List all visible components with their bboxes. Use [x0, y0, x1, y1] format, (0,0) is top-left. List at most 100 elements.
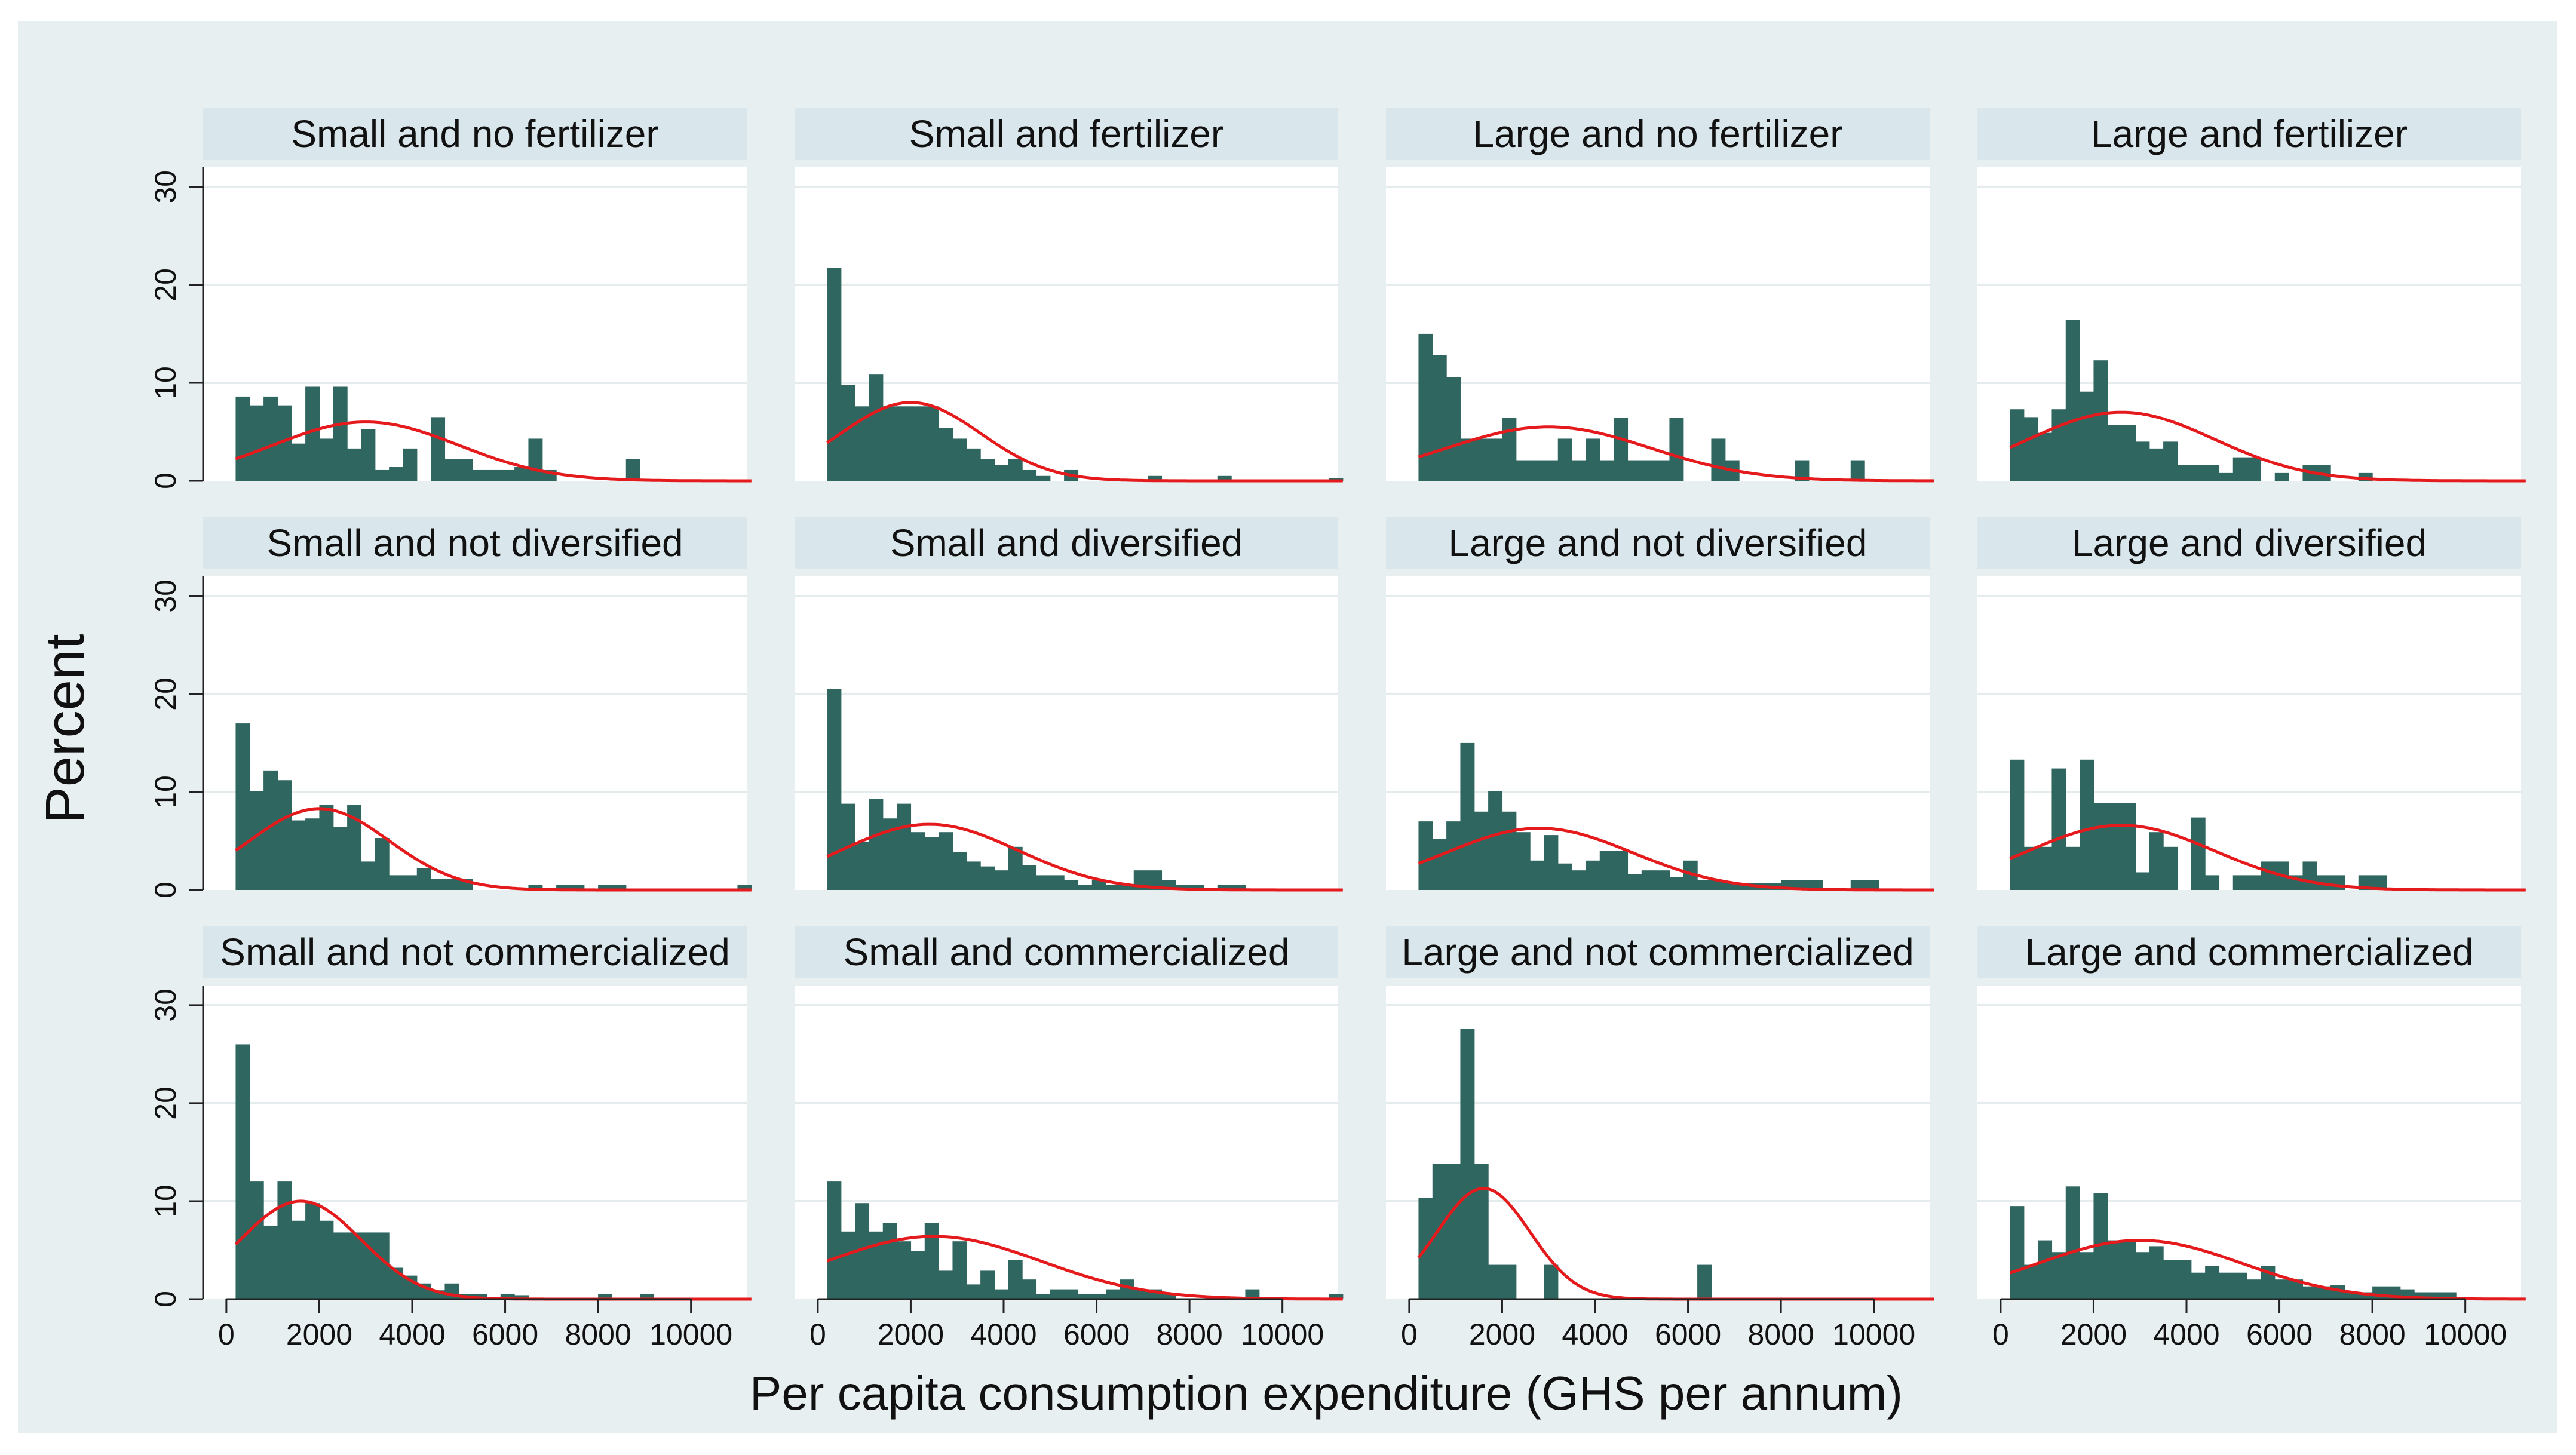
histogram-bar [333, 827, 348, 890]
histogram-bar [319, 438, 334, 481]
histogram-bar [1850, 880, 1865, 890]
histogram-bar [444, 879, 459, 890]
histogram-bar [1641, 870, 1656, 890]
histogram-bar [1586, 860, 1600, 890]
histogram-bar [1078, 1294, 1093, 1299]
x-tick-label: 4000 [1562, 1318, 1628, 1351]
y-tick-label: 0 [149, 472, 182, 489]
x-tick-label: 0 [1401, 1318, 1418, 1351]
histogram-bar [1795, 460, 1810, 481]
histogram-bar [1217, 475, 1232, 481]
histogram-bar [1572, 460, 1587, 481]
histogram-bar [1036, 475, 1051, 481]
panel-title: Large and diversified [2072, 521, 2427, 564]
panel-title-strip [795, 517, 1338, 569]
histogram-bar [1161, 1294, 1176, 1299]
panel-title: Large and fertilizer [2091, 112, 2408, 155]
x-tick-label: 4000 [970, 1318, 1036, 1351]
histogram-bar [556, 885, 571, 890]
histogram-bar [1557, 863, 1572, 890]
histogram-bar [939, 832, 953, 890]
histogram-bar [2121, 802, 2136, 890]
histogram-bar [1231, 885, 1246, 890]
y-tick-label: 30 [149, 579, 182, 613]
histogram-bar [1474, 1164, 1489, 1299]
panel: Small and no fertilizer 0 10 20 30 [149, 108, 752, 489]
histogram-bar [1418, 333, 1433, 481]
histogram-bar [1711, 438, 1726, 481]
histogram-bar [924, 837, 939, 890]
histogram-bar [1544, 460, 1559, 481]
histogram-bar [1050, 875, 1065, 890]
histogram-bar [2149, 448, 2164, 481]
histogram-bar [2038, 846, 2053, 890]
histogram-bar [514, 1295, 529, 1299]
histogram-bar [2080, 391, 2094, 481]
normal-density-curve [826, 822, 1343, 892]
panel-title-strip [1386, 926, 1930, 978]
histogram-bar [1683, 860, 1698, 890]
histogram-bar [570, 885, 585, 890]
histogram-bar [1739, 883, 1754, 890]
histogram-bar [403, 875, 418, 890]
histogram-bar [2289, 1279, 2304, 1299]
histogram-bar [2163, 1260, 2178, 1299]
normal-density-curve [1418, 827, 1934, 892]
histogram-bar [291, 443, 306, 481]
histogram-bar [416, 868, 431, 890]
histogram-bar [347, 448, 362, 481]
histogram-bar [319, 805, 334, 890]
x-tick-label: 10000 [2424, 1318, 2507, 1351]
histogram-bar [1530, 460, 1545, 481]
histogram-bar [2232, 457, 2247, 481]
histogram-bar [910, 832, 925, 890]
histogram-bar [361, 861, 376, 890]
histogram-bar [291, 1220, 306, 1299]
histogram-bar [235, 723, 250, 890]
histogram-bar [2344, 1292, 2359, 1299]
histogram-bar [263, 1225, 278, 1299]
histogram-bar [952, 1241, 967, 1299]
histogram-bar [1022, 469, 1037, 481]
histogram-bar [1502, 418, 1517, 481]
y-tick-label: 30 [149, 989, 182, 1022]
histogram-bar [2023, 417, 2038, 481]
x-tick-label: 6000 [1655, 1318, 1721, 1351]
histogram-bar [403, 448, 418, 481]
histogram-bar [869, 1231, 884, 1299]
x-tick-label: 10000 [1241, 1318, 1324, 1351]
panel: Small and commercialized 0 2000 4000 6000 800… [795, 926, 1344, 1351]
normal-density-curve [826, 401, 1343, 483]
histogram-bar [1120, 885, 1134, 890]
histogram-bar [640, 1294, 655, 1299]
histogram-bar [1091, 880, 1106, 890]
histogram-bar [1474, 438, 1489, 481]
histogram-bar [2191, 1272, 2206, 1299]
plot-area [1977, 576, 2521, 890]
histogram-bar [2093, 802, 2108, 890]
histogram-bar [1446, 377, 1461, 481]
histogram-bar [263, 396, 278, 481]
histogram-bar [1106, 885, 1121, 890]
histogram-bar [1850, 460, 1865, 481]
histogram-bar [1432, 1164, 1447, 1299]
histogram-bar [431, 879, 446, 890]
histogram-bar [2414, 1292, 2429, 1299]
histogram-bar [1711, 880, 1726, 890]
histogram-bar [855, 1203, 870, 1299]
x-tick-label: 0 [1992, 1318, 2009, 1351]
histogram-bar [980, 866, 995, 890]
histogram-bar [2177, 1260, 2192, 1299]
panel-title-strip [1977, 926, 2521, 978]
histogram-bar [2135, 441, 2150, 481]
histogram-bar [263, 770, 278, 890]
panel-title-strip [203, 108, 747, 160]
plot-area [1386, 167, 1930, 481]
x-tick-label: 10000 [649, 1318, 732, 1351]
histogram-bar [1627, 874, 1642, 890]
histogram-bar [2372, 875, 2387, 890]
histogram-bar [347, 1232, 362, 1299]
histogram-bar [2302, 861, 2317, 890]
panel-title-strip [1977, 517, 2521, 569]
